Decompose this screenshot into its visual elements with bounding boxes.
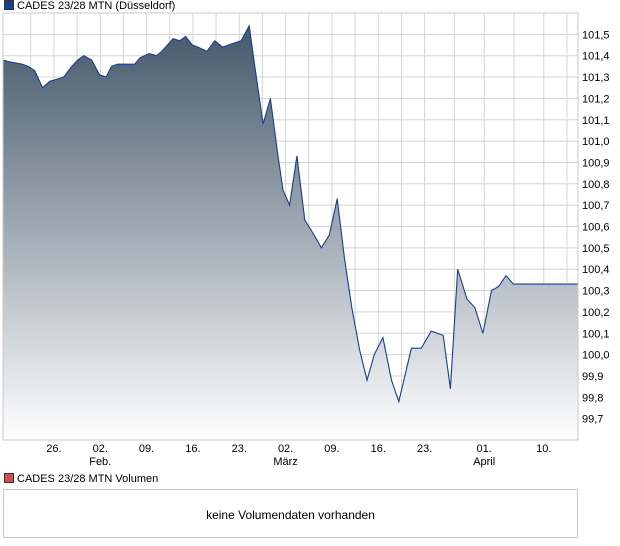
y-tick-label: 99,8 [582,392,603,404]
y-tick-label: 100,1 [582,328,610,340]
volume-panel: keine Volumendaten vorhanden [3,489,578,538]
y-axis: 99,7 99,8 99,9 100,0 100,1 100,2 100,3 100,4 100… [582,29,610,425]
y-tick-label: 99,7 [582,414,603,426]
y-tick-label: 100,6 [582,222,610,234]
x-tick-label: 16. [371,443,386,455]
y-tick-label: 99,9 [582,371,603,383]
price-line [3,24,578,404]
y-tick-label: 101,3 [582,72,610,84]
x-tick-label: 23. [417,443,432,455]
x-tick-label: 02. [278,443,293,455]
price-legend-swatch [4,0,14,10]
y-tick-label: 100,5 [582,243,610,255]
plot-frame [2,12,579,441]
y-tick-label: 101,1 [582,115,610,127]
x-tick-label: 09. [139,443,154,455]
y-tick-label: 100,2 [582,307,610,319]
volume-legend-swatch [4,473,14,483]
x-tick-label: 23. [232,443,247,455]
y-tick-label: 100,0 [582,350,610,362]
volume-empty-message: keine Volumendaten vorhanden [206,508,375,522]
y-tick-label: 100,9 [582,157,610,169]
x-tick-month-label: März [273,456,297,468]
y-tick-label: 101,5 [582,29,610,41]
y-tick-label: 101,4 [582,51,610,63]
y-tick-label: 100,8 [582,179,610,191]
x-tick-label: 01. [477,443,492,455]
price-area [3,25,578,440]
y-tick-label: 101,2 [582,93,610,105]
x-tick-month-label: April [473,456,495,468]
x-tick-label: 10. [536,443,551,455]
y-tick-label: 101,0 [582,136,610,148]
price-legend-label: CADES 23/28 MTN (Düsseldorf) [17,0,176,12]
x-tick-month-label: Feb. [89,456,111,468]
volume-legend-label: CADES 23/28 MTN Volumen [17,473,159,485]
y-tick-label: 100,7 [582,200,610,212]
x-tick-label: 09. [324,443,339,455]
x-tick-label: 16. [185,443,200,455]
y-tick-label: 100,3 [582,286,610,298]
price-legend: CADES 23/28 MTN (Düsseldorf) [4,0,175,13]
x-tick-label: 26. [46,443,61,455]
volume-legend: CADES 23/28 MTN Volumen [4,473,158,486]
y-tick-label: 100,4 [582,264,610,276]
price-chart: 99,7 99,8 99,9 100,0 100,1 100,2 100,3 100,4 100… [2,12,610,468]
x-tick-label: 02. [93,443,108,455]
